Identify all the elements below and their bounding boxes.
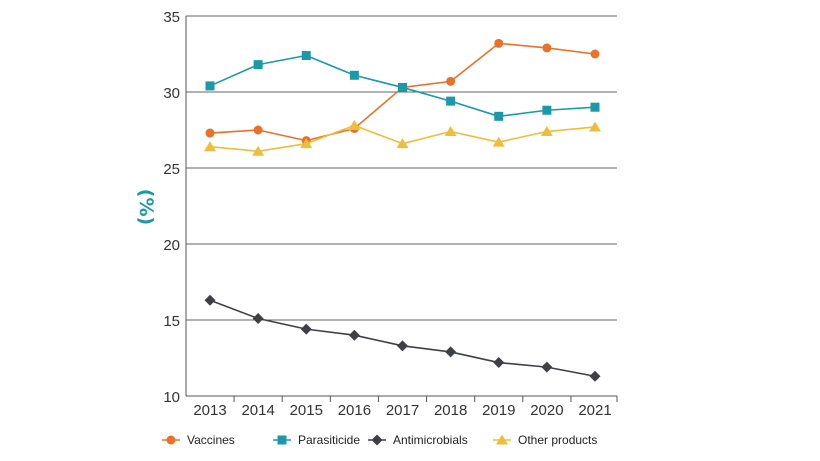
vaccines-point	[446, 76, 456, 86]
legend-marker	[166, 435, 176, 445]
x-tick-label: 2020	[530, 402, 563, 419]
other-products-point	[540, 126, 553, 137]
x-tick-label: 2016	[338, 402, 371, 419]
legend-label: Parasiticide	[298, 433, 360, 447]
vaccines-point	[253, 125, 263, 135]
x-tick-labels: 2013 2014 2015 2016 2017 2018 2019 2020 2021	[193, 402, 611, 419]
x-tick-label: 2017	[386, 402, 419, 419]
antimicrobials-point	[300, 323, 312, 335]
series-parasiticide	[205, 51, 600, 121]
legend: Vaccines Parasiticide Antimicrobials Other …	[162, 433, 597, 447]
vaccines-point	[205, 128, 215, 138]
antimicrobials-point	[348, 329, 360, 341]
y-axis-label: (%)	[135, 189, 157, 225]
y-tick-labels: 10 15 20 25 30 35	[163, 9, 180, 406]
series-lines	[204, 38, 601, 382]
other-products-point	[204, 141, 216, 152]
other-products-point	[348, 119, 361, 130]
antimicrobials-point	[397, 340, 408, 352]
y-tick-label: 30	[163, 85, 180, 102]
x-tick-label: 2014	[241, 402, 274, 419]
legend-label: Vaccines	[187, 433, 235, 447]
legend-marker	[496, 434, 508, 445]
x-tick-label: 2013	[193, 402, 226, 419]
x-tick-label: 2018	[434, 402, 467, 419]
y-tick-label: 15	[163, 313, 180, 330]
x-tick-label: 2019	[482, 402, 515, 419]
parasiticide-point	[542, 105, 552, 115]
legend-marker	[277, 435, 287, 445]
antimicrobials-point	[445, 346, 457, 358]
legend-item-other-products: Other products	[493, 433, 597, 447]
vaccines-point	[590, 49, 600, 59]
parasiticide-point	[349, 70, 359, 80]
other-products-point	[252, 145, 265, 156]
parasiticide-point	[253, 60, 263, 70]
legend-label: Antimicrobials	[393, 433, 468, 447]
antimicrobials-point	[204, 294, 216, 306]
antimicrobials-point	[589, 370, 601, 382]
parasiticide-point	[205, 81, 215, 91]
parasiticide-point	[446, 96, 456, 106]
y-tick-label: 20	[163, 237, 180, 254]
other-products-point	[492, 136, 505, 147]
parasiticide-point	[494, 111, 504, 121]
legend-label: Other products	[518, 433, 597, 447]
series-antimicrobials	[204, 294, 601, 382]
gridlines	[186, 15, 617, 321]
legend-item-parasiticide: Parasiticide	[273, 433, 360, 447]
parasiticide-point	[590, 102, 600, 112]
legend-item-vaccines: Vaccines	[162, 433, 235, 447]
antimicrobials-line	[209, 299, 596, 378]
vaccines-point	[542, 43, 552, 53]
y-tick-label: 10	[163, 389, 180, 406]
axes	[185, 16, 618, 402]
antimicrobials-point	[541, 361, 553, 373]
antimicrobials-point	[252, 312, 264, 324]
legend-marker	[371, 434, 383, 446]
x-tick-label: 2015	[290, 402, 323, 419]
other-products-point	[444, 126, 457, 137]
other-products-point	[300, 138, 313, 149]
parasiticide-point	[398, 82, 407, 92]
parasiticide-point	[301, 51, 311, 61]
other-products-point	[396, 138, 409, 149]
other-products-point	[589, 121, 601, 132]
legend-item-antimicrobials: Antimicrobials	[368, 433, 468, 447]
x-tick-label: 2021	[578, 402, 611, 419]
vaccines-point	[494, 38, 504, 48]
series-other-products	[204, 119, 601, 156]
y-tick-label: 25	[163, 161, 180, 178]
antimicrobials-point	[493, 357, 505, 369]
y-tick-label: 35	[163, 9, 180, 26]
